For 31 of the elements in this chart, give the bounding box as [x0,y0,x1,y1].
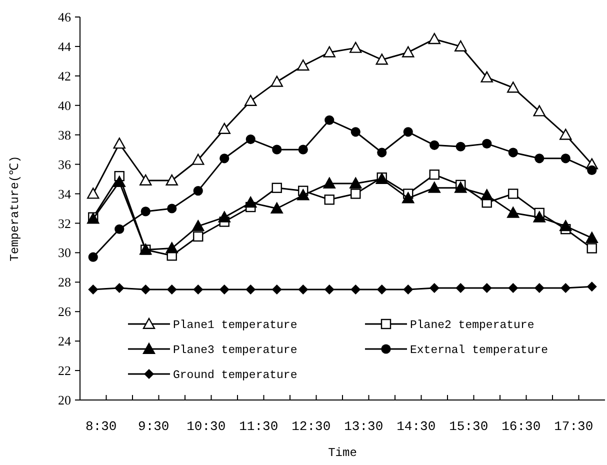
y-tick-label: 42 [58,68,71,84]
y-tick-label: 38 [58,127,71,142]
legend-label: External temperature [410,344,548,358]
x-tick-label: 16:30 [502,419,541,434]
x-tick-label: 9:30 [138,419,170,434]
x-tick-label: 11:30 [239,419,278,434]
x-tick-label: 13:30 [344,419,384,434]
y-tick-label: 44 [58,39,72,54]
x-axis-title: Time [328,446,357,460]
y-tick-label: 24 [58,334,72,349]
y-tick-label: 40 [58,98,71,113]
x-tick-label: 12:30 [292,419,331,434]
y-tick-label: 20 [58,392,71,408]
y-tick-label: 36 [58,156,72,172]
legend-label: Plane3 temperature [173,344,298,358]
y-tick-label: 32 [58,216,71,231]
legend-label: Ground temperature [173,369,298,382]
legend-label: Plane1 temperature [173,319,298,332]
y-tick-label: 28 [58,274,71,290]
y-tick-label: 26 [58,304,72,320]
x-tick-label: 15:30 [449,419,488,434]
x-tick-label: 17:30 [554,419,594,434]
legend-label: Plane2 temperature [410,319,534,332]
y-tick-label: 30 [58,245,71,260]
y-tick-label: 34 [58,186,72,202]
x-tick-label: 14:30 [396,419,436,434]
x-tick-label: 8:30 [86,419,117,434]
y-tick-label: 22 [58,363,71,378]
y-tick-label: 46 [58,10,72,25]
x-tick-label: 10:30 [186,419,226,434]
y-axis-title: Temperature(℃) [8,156,22,262]
